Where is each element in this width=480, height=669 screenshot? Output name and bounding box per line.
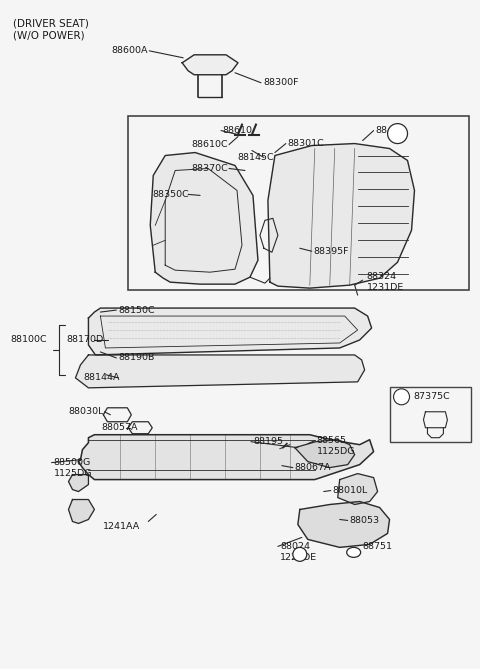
Polygon shape	[338, 474, 378, 504]
Text: 1231DE: 1231DE	[367, 282, 404, 292]
Text: 88190B: 88190B	[119, 353, 155, 363]
Text: 88145C: 88145C	[237, 153, 274, 162]
Text: 88324: 88324	[367, 272, 397, 281]
Text: 1125DG: 1125DG	[54, 469, 92, 478]
Text: 88010L: 88010L	[333, 486, 368, 495]
Bar	[128, 116, 469, 290]
Text: 88030L: 88030L	[69, 407, 104, 416]
Text: 88751: 88751	[363, 542, 393, 551]
Text: 1229DE: 1229DE	[280, 553, 317, 562]
Text: 88350C: 88350C	[152, 190, 189, 199]
Text: 88610: 88610	[222, 126, 252, 135]
Text: (W/O POWER): (W/O POWER)	[12, 31, 84, 41]
Text: (DRIVER SEAT): (DRIVER SEAT)	[12, 19, 88, 29]
Polygon shape	[150, 153, 258, 284]
Text: 87375C: 87375C	[413, 392, 450, 401]
Circle shape	[293, 547, 307, 561]
Polygon shape	[69, 474, 88, 492]
Text: 88565: 88565	[317, 436, 347, 445]
Text: 88024: 88024	[280, 542, 310, 551]
Text: 88600A: 88600A	[112, 46, 148, 56]
Text: a: a	[395, 129, 400, 138]
Text: 88100C: 88100C	[11, 335, 48, 345]
Text: a: a	[399, 392, 404, 401]
Text: 88300F: 88300F	[263, 78, 299, 87]
Text: 88067A: 88067A	[295, 463, 331, 472]
Text: 88492: 88492	[376, 126, 406, 135]
Polygon shape	[298, 502, 390, 547]
Text: 88301C: 88301C	[288, 139, 324, 148]
Polygon shape	[268, 144, 415, 288]
Text: 88370C: 88370C	[191, 164, 228, 173]
Text: 88150C: 88150C	[119, 306, 155, 314]
Polygon shape	[78, 435, 373, 480]
Text: 88170D: 88170D	[67, 335, 104, 345]
Text: 88610C: 88610C	[191, 140, 228, 149]
Circle shape	[387, 124, 408, 144]
Text: 88395F: 88395F	[314, 247, 349, 256]
Polygon shape	[88, 308, 372, 355]
Polygon shape	[75, 355, 365, 388]
Text: 88195: 88195	[253, 437, 283, 446]
Text: 88057A: 88057A	[101, 423, 138, 432]
Text: 88500G: 88500G	[54, 458, 91, 467]
Circle shape	[394, 389, 409, 405]
Polygon shape	[69, 500, 95, 523]
Text: 1241AA: 1241AA	[103, 522, 141, 531]
Ellipse shape	[347, 547, 360, 557]
Polygon shape	[295, 440, 355, 468]
Bar	[390, 387, 471, 442]
Text: 88144A: 88144A	[84, 373, 120, 383]
Polygon shape	[182, 55, 238, 75]
Text: 88053: 88053	[350, 516, 380, 525]
Text: 1125DG: 1125DG	[317, 447, 355, 456]
